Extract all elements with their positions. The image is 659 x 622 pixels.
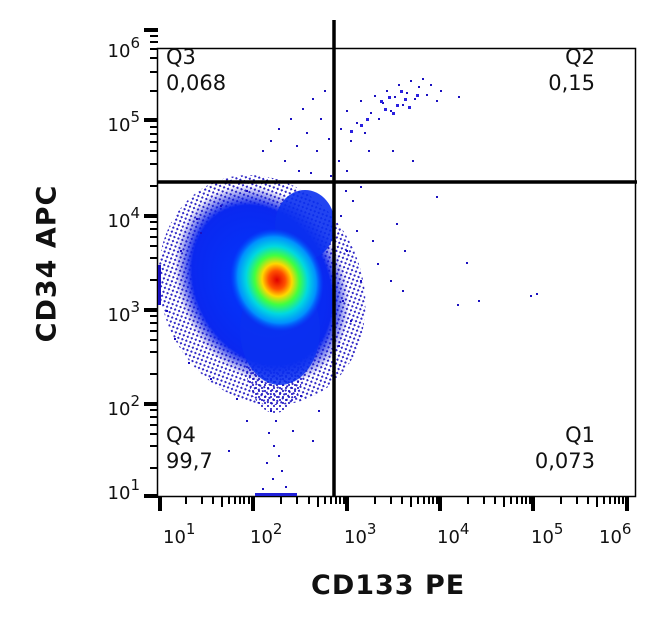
quadrant-q3-value: 0,068 [166,71,227,95]
y-axis-title: CD34 APC [31,184,63,343]
x-tick-1e6: 106 [599,520,632,548]
quadrant-q2-value: 0,15 [548,71,595,95]
y-tick-1e6: 106 [107,34,140,62]
y-tick-1e5: 105 [107,108,140,136]
y-tick-1e3: 103 [107,298,140,326]
x-tick-1e3: 103 [344,520,377,548]
quadrant-q4-value: 99,7 [166,449,213,473]
y-tick-labels: 106 105 104 103 102 101 [0,0,140,622]
quadrant-q3-name: Q3 [166,45,196,69]
x-tick-1e1: 101 [163,520,196,548]
x-tick-1e4: 104 [437,520,470,548]
quadrant-q3-label: Q3 0,068 [166,44,226,96]
quadrant-q2-name: Q2 [565,45,595,69]
x-axis-ticks [158,497,629,511]
quadrant-q2-label: Q2 0,15 [548,44,595,96]
x-tick-1e2: 102 [250,520,283,548]
x-tick-1e5: 105 [531,520,564,548]
quadrant-q1-name: Q1 [565,423,595,447]
y-tick-1e2: 102 [107,392,140,420]
y-tick-1e1: 101 [107,476,140,504]
density-plot [158,78,538,496]
quadrant-q4-label: Q4 99,7 [166,422,213,474]
quadrant-q1-label: Q1 0,073 [535,422,595,474]
y-tick-1e4: 104 [107,204,140,232]
y-axis-ticks [144,28,158,498]
quadrant-q1-value: 0,073 [534,449,595,473]
x-axis-title: CD133 PE [311,570,466,601]
quadrant-q4-name: Q4 [166,423,196,447]
